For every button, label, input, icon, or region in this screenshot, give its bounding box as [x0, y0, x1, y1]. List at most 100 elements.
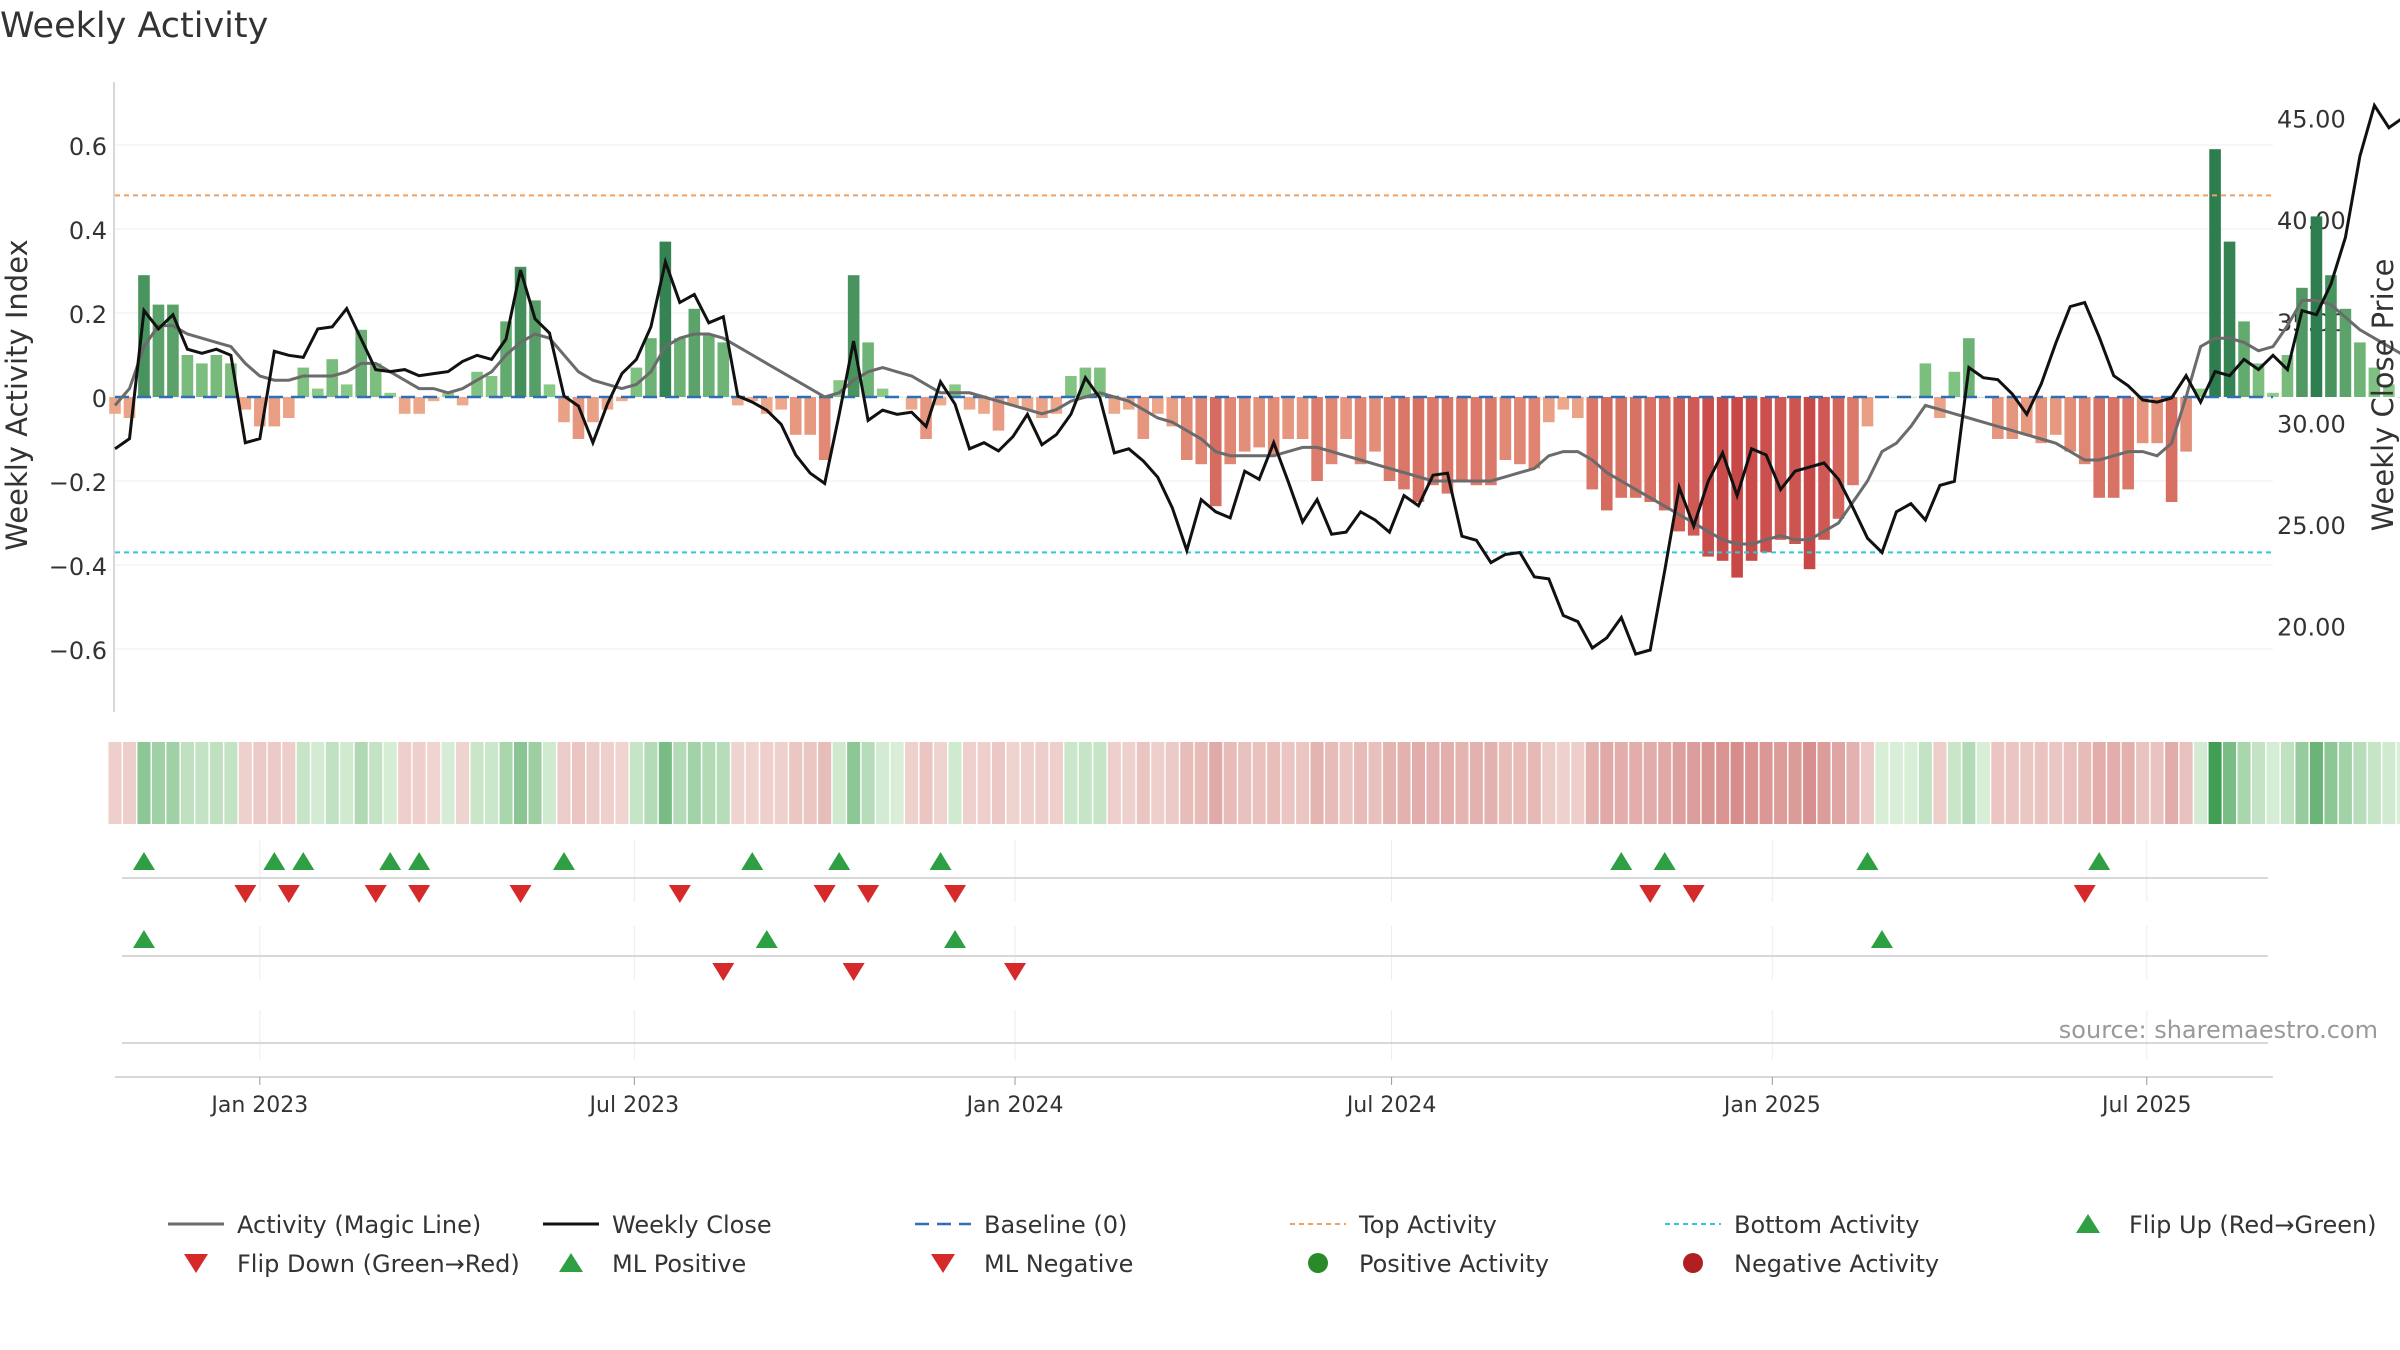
activity-strip-cell	[1817, 742, 1831, 824]
activity-strip-cell	[2396, 742, 2400, 824]
activity-bar	[326, 359, 339, 397]
activity-bar	[2310, 216, 2323, 397]
activity-strip-cell	[1469, 742, 1483, 824]
activity-strip-cell	[238, 742, 252, 824]
activity-strip-cell	[427, 742, 441, 824]
activity-bar	[1803, 397, 1816, 570]
activity-bar	[1195, 397, 1208, 465]
activity-bar	[2368, 367, 2381, 397]
activity-bar	[949, 384, 961, 397]
legend-label: Negative Activity	[1734, 1250, 1939, 1278]
flip-up-marker	[929, 852, 952, 870]
activity-strip-cell	[2382, 742, 2396, 824]
activity-bar	[1224, 397, 1237, 465]
activity-bar	[1007, 397, 1019, 406]
flip-down-marker	[668, 885, 691, 903]
activity-strip-cell	[1629, 742, 1643, 824]
activity-bar	[2122, 397, 2134, 490]
activity-strip-cell	[1296, 742, 1310, 824]
activity-strip-cell	[1440, 742, 1454, 824]
legend-item: ML Positive	[559, 1250, 746, 1278]
activity-strip-cell	[774, 742, 788, 824]
activity-strip-cell	[296, 742, 310, 824]
activity-bar	[1311, 397, 1323, 481]
source-text: source: sharemaestro.com	[2059, 1016, 2378, 1044]
activity-strip-cell	[1774, 742, 1788, 824]
activity-bar	[934, 397, 947, 406]
y-right-tick-label: 20.00	[2277, 614, 2346, 642]
activity-bar	[789, 397, 802, 435]
legend-item: Top Activity	[1290, 1211, 1497, 1239]
legend-item: Bottom Activity	[1665, 1211, 1919, 1239]
activity-bar	[2325, 275, 2337, 397]
magic-line	[113, 298, 2400, 546]
activity-strip-cell	[2324, 742, 2338, 824]
ml-negative-marker	[712, 963, 735, 981]
activity-strip-cell	[1571, 742, 1585, 824]
activity-strip-cell	[441, 742, 455, 824]
activity-strip-cell	[2309, 742, 2323, 824]
activity-heat-strip	[108, 742, 2400, 824]
activity-strip-cell	[1049, 742, 1063, 824]
activity-bar	[1629, 397, 1642, 498]
activity-bar	[1557, 397, 1570, 410]
activity-strip-cell	[615, 742, 629, 824]
activity-bar	[311, 388, 324, 397]
activity-bar	[905, 397, 918, 410]
activity-strip-cell	[789, 742, 803, 824]
activity-bar	[2354, 342, 2366, 397]
activity-strip-cell	[2367, 742, 2381, 824]
legend-item: ML Negative	[931, 1250, 1133, 1278]
flip-down-marker	[277, 885, 300, 903]
activity-bar	[1774, 397, 1787, 540]
x-tick-label: Jul 2023	[588, 1093, 680, 1118]
activity-strip-cell	[1831, 742, 1846, 824]
activity-bar	[1716, 397, 1729, 561]
flip-up-marker	[292, 852, 315, 870]
activity-strip-cell	[456, 742, 470, 824]
activity-bar	[1412, 397, 1425, 502]
activity-bar	[1398, 397, 1410, 490]
activity-strip-cell	[673, 742, 687, 824]
activity-strip-cell	[1947, 742, 1961, 824]
activity-bar	[2194, 388, 2207, 397]
legend-label: Top Activity	[1358, 1211, 1497, 1239]
legend-item: Flip Up (Red→Green)	[2076, 1211, 2377, 1239]
x-axis: Jan 2023 Jul 2023 Jan 2024 Jul 2024 Jan 2025…	[115, 1076, 2273, 1118]
flip-down-marker	[234, 885, 257, 903]
activity-strip-cell	[1397, 742, 1411, 824]
activity-bar	[2397, 397, 2400, 398]
activity-strip-cell	[1484, 742, 1498, 824]
activity-bar	[297, 367, 310, 397]
y-axis-label: Weekly Activity Index	[0, 239, 34, 550]
activity-bar	[2093, 397, 2105, 498]
activity-bar	[804, 397, 816, 435]
activity-strip-cell	[1556, 742, 1570, 824]
legend-swatch	[184, 1254, 208, 1273]
activity-strip-cell	[2150, 742, 2164, 824]
activity-bar	[1036, 397, 1048, 418]
activity-strip-cell	[2049, 742, 2063, 824]
activity-strip-cell	[2034, 742, 2048, 824]
signal-markers	[122, 852, 2268, 1044]
series-lines	[113, 101, 2400, 656]
activity-strip-cell	[542, 742, 557, 824]
activity-bar	[529, 300, 541, 397]
activity-bar	[833, 380, 845, 397]
ml-positive-marker	[944, 930, 967, 948]
activity-strip-cell	[369, 742, 383, 824]
activity-bar	[1832, 397, 1845, 519]
activity-strip-cell	[1238, 742, 1252, 824]
flip-down-marker	[1639, 885, 1662, 903]
activity-strip-cell	[876, 742, 890, 824]
activity-bar	[1021, 397, 1034, 410]
y-right-tick-label: 45.00	[2277, 106, 2346, 134]
activity-strip-cell	[2295, 742, 2309, 824]
activity-bar	[1890, 397, 1903, 398]
flip-down-marker	[364, 885, 387, 903]
y-tick-label: 0.4	[69, 217, 107, 245]
activity-strip-cell	[1426, 742, 1440, 824]
activity-bar	[2296, 287, 2308, 397]
activity-bar	[1050, 397, 1063, 414]
flip-up-marker	[1856, 852, 1879, 870]
